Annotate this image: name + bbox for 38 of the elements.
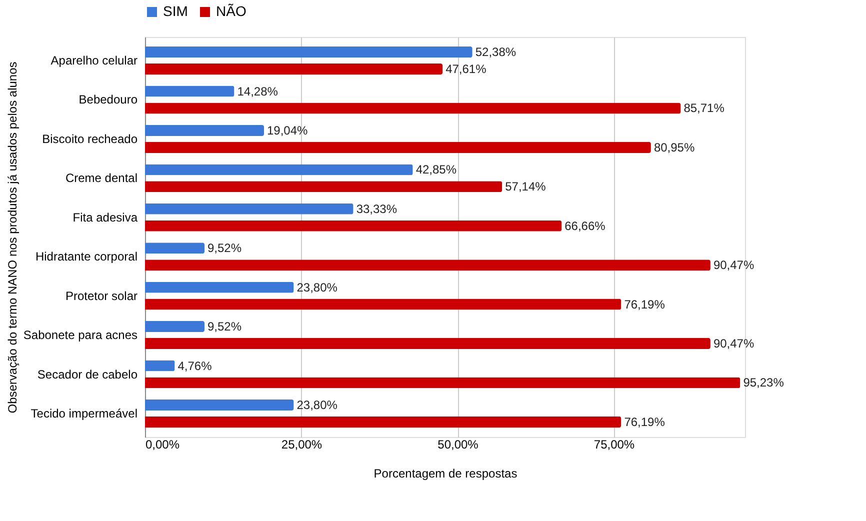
y-tick-label: Sabonete para acnes [23, 328, 138, 342]
data-label: 52,38% [475, 45, 516, 60]
y-tick-label: Protetor solar [65, 288, 138, 303]
y-tick-label: Aparelho celular [50, 54, 138, 68]
data-label: 66,66% [564, 218, 606, 233]
data-label: 90,47% [713, 258, 754, 272]
data-label: 76,19% [624, 297, 666, 312]
data-label: 23,80% [296, 280, 338, 294]
data-label: 9,52% [208, 241, 242, 256]
legend-label: NÃO [216, 3, 246, 19]
x-tick-label: 50,00% [438, 438, 479, 452]
data-label: 4,76% [178, 358, 212, 373]
x-tick-label: 25,00% [281, 438, 322, 452]
data-label: 95,23% [743, 376, 784, 390]
x-tick-label: 75,00% [594, 438, 635, 452]
data-label: 76,19% [624, 414, 666, 429]
data-label: 85,71% [684, 101, 725, 116]
y-tick-label: Secador de cabelo [37, 367, 138, 382]
data-label: 90,47% [713, 336, 754, 351]
legend-label: SIM [163, 3, 188, 19]
data-label: 19,04% [267, 123, 308, 138]
y-tick-label: Fita adesiva [72, 210, 138, 224]
x-tick-label: 0,00% [146, 438, 180, 452]
y-axis-title: Observação do termo NANO nos produtos já usados pelos alunos [5, 62, 20, 414]
data-label: 57,14% [505, 180, 546, 194]
data-label: 42,85% [416, 162, 457, 177]
data-label: 33,33% [356, 202, 398, 216]
data-label: 23,80% [296, 398, 338, 412]
y-tick-label: Hidratante corporal [35, 250, 138, 264]
data-label: 80,95% [654, 140, 695, 154]
data-label: 9,52% [208, 320, 242, 334]
data-label: 14,28% [237, 84, 278, 98]
y-tick-label: Bebedouro [78, 92, 138, 107]
y-tick-label: Tecido impermeável [30, 406, 138, 420]
data-label: 47,61% [446, 62, 487, 76]
x-axis-title: Porcentagem de respostas [374, 466, 518, 480]
y-tick-label: Biscoito recheado [42, 132, 138, 146]
y-tick-label: Creme dental [65, 171, 138, 186]
